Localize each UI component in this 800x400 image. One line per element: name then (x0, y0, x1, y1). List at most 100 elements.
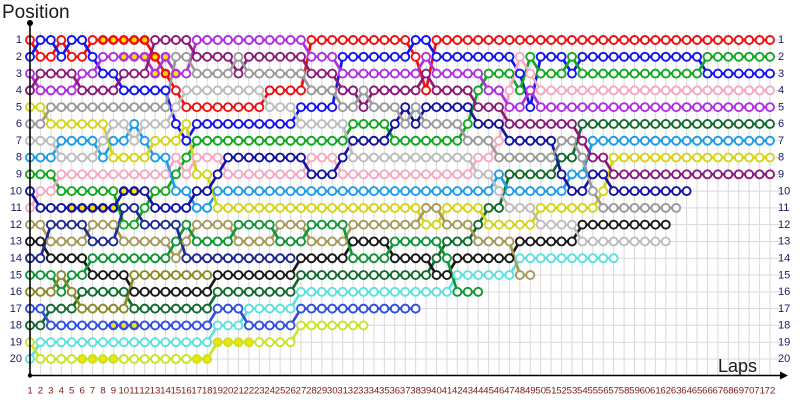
svg-text:10: 10 (118, 386, 129, 397)
svg-text:51: 51 (546, 386, 557, 397)
svg-text:32: 32 (348, 386, 359, 397)
svg-text:20: 20 (778, 353, 790, 365)
svg-text:9: 9 (16, 169, 22, 181)
svg-text:56: 56 (598, 386, 609, 397)
svg-text:8: 8 (16, 152, 22, 164)
svg-text:62: 62 (660, 386, 671, 397)
svg-text:3: 3 (48, 386, 53, 397)
svg-text:1: 1 (16, 34, 22, 46)
svg-text:71: 71 (754, 386, 765, 397)
svg-text:12: 12 (778, 219, 790, 231)
svg-text:15: 15 (171, 386, 182, 397)
svg-text:Position: Position (2, 2, 70, 23)
svg-text:61: 61 (650, 386, 661, 397)
svg-text:21: 21 (233, 386, 244, 397)
svg-text:6: 6 (778, 118, 784, 130)
svg-text:17: 17 (191, 386, 202, 397)
svg-text:2: 2 (38, 386, 43, 397)
svg-text:4: 4 (16, 85, 22, 97)
svg-text:18: 18 (202, 386, 213, 397)
svg-text:27: 27 (296, 386, 307, 397)
svg-text:45: 45 (483, 386, 494, 397)
svg-text:16: 16 (778, 286, 790, 298)
svg-text:57: 57 (608, 386, 619, 397)
svg-text:5: 5 (16, 101, 22, 113)
svg-text:13: 13 (778, 236, 790, 248)
svg-text:8: 8 (100, 386, 105, 397)
svg-text:17: 17 (10, 303, 22, 315)
svg-text:65: 65 (692, 386, 703, 397)
svg-text:14: 14 (778, 252, 790, 264)
svg-text:4: 4 (59, 386, 65, 397)
svg-text:8: 8 (778, 152, 784, 164)
svg-text:16: 16 (10, 286, 22, 298)
svg-text:35: 35 (379, 386, 390, 397)
svg-text:41: 41 (442, 386, 453, 397)
svg-text:18: 18 (10, 320, 22, 332)
svg-text:30: 30 (327, 386, 338, 397)
svg-text:63: 63 (671, 386, 682, 397)
svg-text:48: 48 (515, 386, 526, 397)
svg-text:5: 5 (69, 386, 74, 397)
svg-text:20: 20 (223, 386, 234, 397)
svg-text:66: 66 (702, 386, 713, 397)
svg-text:49: 49 (525, 386, 536, 397)
svg-text:46: 46 (494, 386, 505, 397)
svg-text:3: 3 (778, 68, 784, 80)
svg-text:6: 6 (16, 118, 22, 130)
svg-text:2: 2 (778, 51, 784, 63)
svg-text:13: 13 (10, 236, 22, 248)
svg-text:11: 11 (129, 386, 139, 397)
svg-text:50: 50 (535, 386, 546, 397)
svg-text:1: 1 (778, 34, 784, 46)
svg-text:67: 67 (713, 386, 724, 397)
svg-text:19: 19 (778, 336, 790, 348)
svg-text:25: 25 (275, 386, 286, 397)
svg-text:53: 53 (567, 386, 578, 397)
svg-text:9: 9 (778, 169, 784, 181)
svg-text:13: 13 (150, 386, 161, 397)
svg-text:28: 28 (306, 386, 317, 397)
svg-text:38: 38 (410, 386, 421, 397)
svg-text:19: 19 (212, 386, 223, 397)
svg-text:2: 2 (16, 51, 22, 63)
svg-text:59: 59 (629, 386, 640, 397)
svg-text:20: 20 (10, 353, 22, 365)
svg-text:58: 58 (619, 386, 630, 397)
svg-text:47: 47 (504, 386, 515, 397)
svg-text:5: 5 (778, 101, 784, 113)
svg-text:16: 16 (181, 386, 192, 397)
svg-text:18: 18 (778, 320, 790, 332)
svg-text:12: 12 (139, 386, 150, 397)
svg-text:15: 15 (778, 269, 790, 281)
svg-text:36: 36 (389, 386, 400, 397)
svg-text:9: 9 (111, 386, 116, 397)
svg-text:7: 7 (778, 135, 784, 147)
svg-text:1: 1 (27, 386, 32, 397)
svg-text:10: 10 (10, 185, 22, 197)
svg-text:Laps: Laps (718, 356, 757, 376)
svg-text:11: 11 (11, 202, 22, 214)
svg-text:40: 40 (431, 386, 442, 397)
svg-text:69: 69 (733, 386, 744, 397)
svg-text:3: 3 (16, 68, 22, 80)
svg-text:23: 23 (254, 386, 265, 397)
svg-text:39: 39 (421, 386, 432, 397)
svg-text:52: 52 (556, 386, 567, 397)
svg-text:7: 7 (90, 386, 95, 397)
svg-text:17: 17 (778, 303, 790, 315)
svg-text:11: 11 (778, 202, 789, 214)
svg-text:60: 60 (640, 386, 651, 397)
svg-text:70: 70 (744, 386, 755, 397)
svg-text:37: 37 (400, 386, 411, 397)
svg-text:42: 42 (452, 386, 463, 397)
svg-text:22: 22 (244, 386, 255, 397)
svg-text:31: 31 (337, 386, 348, 397)
svg-text:6: 6 (79, 386, 84, 397)
svg-text:29: 29 (316, 386, 327, 397)
svg-text:4: 4 (778, 85, 784, 97)
svg-text:12: 12 (10, 219, 22, 231)
svg-text:43: 43 (462, 386, 473, 397)
svg-text:19: 19 (10, 336, 22, 348)
svg-text:72: 72 (765, 386, 776, 397)
